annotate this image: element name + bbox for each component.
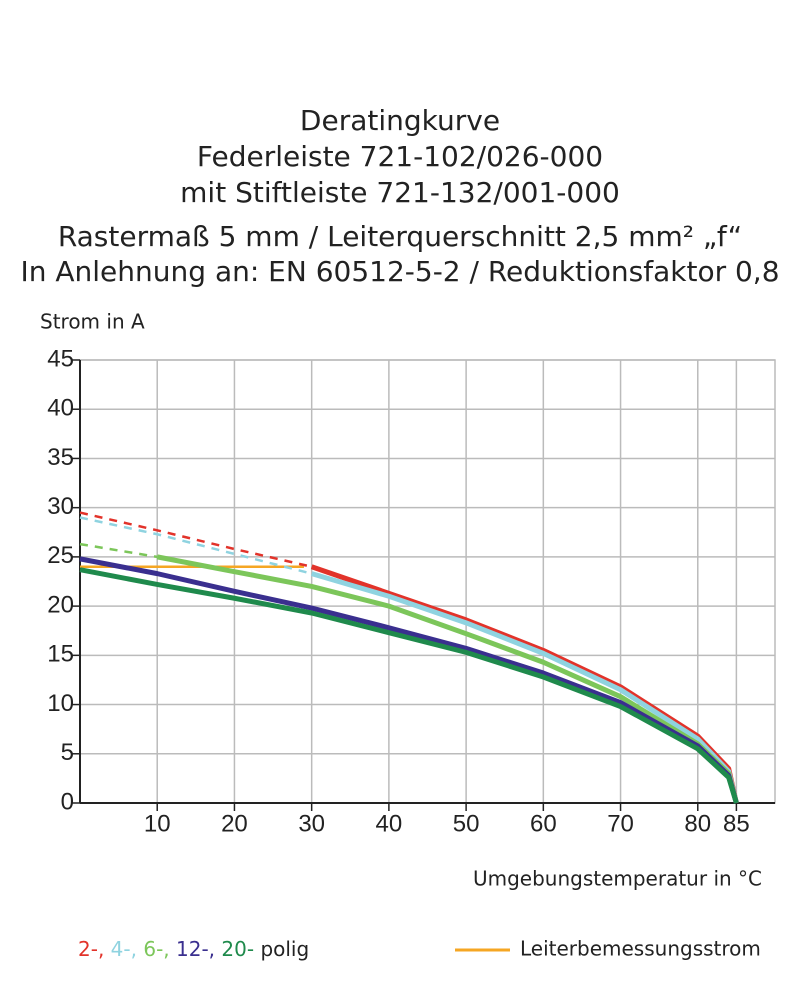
y-tick-label: 15: [47, 641, 74, 668]
x-tick-label: 85: [723, 810, 750, 837]
series-line: [79, 511, 312, 568]
y-tick-label: 30: [47, 493, 74, 520]
legend-entry: Leiterbemessungsstrom: [520, 937, 761, 961]
x-tick-label: 80: [684, 810, 711, 837]
x-tick-label: 20: [221, 810, 248, 837]
series-line: [310, 571, 739, 804]
y-tick-label: 45: [47, 345, 74, 372]
series-line: [79, 516, 312, 575]
y-tick-label: 35: [47, 444, 74, 471]
legend-entry: 6-,: [143, 937, 169, 961]
y-tick-label: 10: [47, 690, 74, 717]
y-tick-label: 40: [47, 395, 74, 422]
chart-title: In Anlehnung an: EN 60512-5-2 / Reduktio…: [20, 255, 779, 288]
legend-entry: 20-: [221, 937, 254, 961]
x-tick-label: 40: [376, 810, 403, 837]
chart-title: Deratingkurve: [300, 104, 500, 137]
legend-entry: 4-,: [111, 937, 137, 961]
legend-entry: 2-,: [78, 937, 104, 961]
chart-title: Rastermaß 5 mm / Leiterquerschnitt 2,5 m…: [58, 220, 742, 253]
y-axis-label: Strom in A: [40, 310, 145, 334]
x-tick-label: 70: [607, 810, 634, 837]
chart-title: Federleiste 721-102/026-000: [197, 140, 603, 173]
y-tick-label: 25: [47, 542, 74, 569]
x-tick-label: 50: [453, 810, 480, 837]
legend-suffix: polig: [260, 937, 309, 961]
chart-title: mit Stiftleiste 721-132/001-000: [180, 176, 620, 209]
legend: 2-, 4-, 6-, 12-, 20- polig: [78, 937, 309, 961]
series-line: [79, 542, 158, 559]
series-line: [79, 556, 739, 804]
x-tick-label: 30: [298, 810, 325, 837]
y-tick-label: 20: [47, 591, 74, 618]
y-tick-label: 5: [61, 739, 74, 766]
legend-entry: 12-,: [176, 937, 215, 961]
x-tick-label: 10: [144, 810, 171, 837]
y-tick-label: 0: [61, 788, 74, 815]
series-line: [79, 567, 739, 804]
x-axis-label: Umgebungstemperatur in °C: [473, 867, 762, 891]
x-tick-label: 60: [530, 810, 557, 837]
